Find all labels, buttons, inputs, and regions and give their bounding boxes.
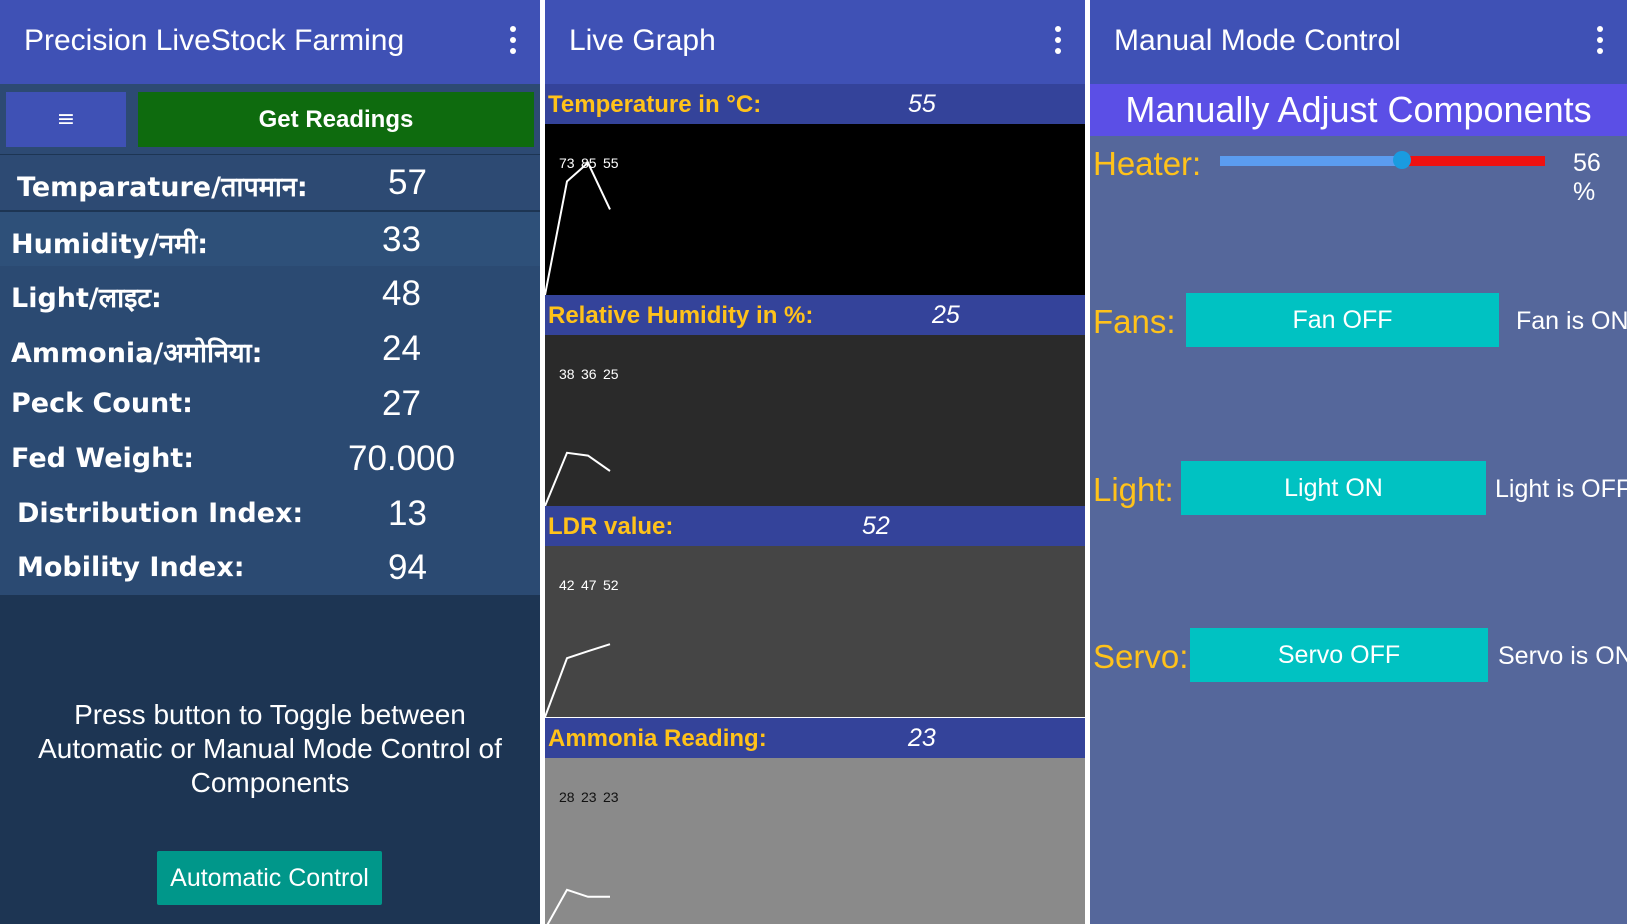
reading-value: 24 <box>382 329 421 368</box>
reading-row: Fed Weight: 70.000 <box>0 431 540 486</box>
graph-header: LDR value: 52 <box>545 506 1085 546</box>
overflow-menu-icon[interactable] <box>508 26 518 58</box>
toggle-instruction-text: Press button to Toggle between Automatic… <box>38 699 502 798</box>
graph-point-label: 38 <box>559 366 575 382</box>
menu-button[interactable]: ≡ <box>6 92 126 147</box>
graph-label: Relative Humidity in %: <box>548 302 814 329</box>
reading-row: Mobility Index: 94 <box>0 540 540 595</box>
graph-series-line <box>546 888 610 924</box>
graph-header: Temperature in °C: 55 <box>545 84 1085 124</box>
graph-point-label: 42 <box>559 577 575 593</box>
graph-series-line <box>545 451 611 506</box>
line-graph: 42 47 52 <box>545 546 1085 717</box>
graph-label: LDR value: <box>548 513 674 540</box>
live-graph-panel: Live Graph Temperature in °C: 55 73 85 55 Rel… <box>545 0 1085 924</box>
graph-current-value: 55 <box>908 90 936 118</box>
graph-point-label: 25 <box>603 366 619 382</box>
reading-label: Humidity/नमी: <box>11 229 209 260</box>
reading-label: Peck Count: <box>11 388 193 419</box>
light-status: Light is OFF <box>1495 475 1627 503</box>
graph-point-label: 55 <box>603 155 619 171</box>
get-readings-button[interactable]: Get Readings <box>138 92 534 147</box>
reading-label: Light/लाइट: <box>11 283 162 314</box>
reading-row: Temparature/तापमान: 57 <box>0 155 540 210</box>
reading-label: Mobility Index: <box>17 552 245 583</box>
reading-row: Distribution Index: 13 <box>0 486 540 541</box>
fan-toggle-button[interactable]: Fan OFF <box>1186 293 1499 347</box>
reading-value: 27 <box>382 384 421 423</box>
line-graph: 28 23 23 <box>545 758 1085 924</box>
app-title: Manual Mode Control <box>1114 24 1401 57</box>
graph-point-label: 85 <box>581 155 597 171</box>
line-graph-svg: 73 85 55 <box>545 155 619 295</box>
graph-series-line <box>545 161 611 295</box>
servo-label: Servo: <box>1093 638 1189 675</box>
reading-label: Temparature/तापमान: <box>17 172 308 203</box>
reading-value: 48 <box>382 274 421 313</box>
line-graph-svg: 42 47 52 <box>545 577 619 717</box>
reading-row: Light/लाइट: 48 <box>0 266 540 321</box>
heater-slider-track-remaining[interactable] <box>1402 156 1545 166</box>
graph-point-label: 28 <box>559 789 575 805</box>
graph-point-label: 52 <box>603 577 619 593</box>
reading-value: 70.000 <box>348 439 456 478</box>
graph-point-label: 23 <box>603 789 619 805</box>
graph-label: Ammonia Reading: <box>548 725 767 752</box>
reading-value: 57 <box>388 163 427 202</box>
fan-status: Fan is ON <box>1516 307 1627 335</box>
graph-point-label: 36 <box>581 366 597 382</box>
app-bar: Precision LiveStock Farming <box>0 0 540 84</box>
automatic-control-button[interactable]: Automatic Control <box>157 851 382 905</box>
light-label: Light: <box>1093 471 1174 508</box>
reading-row: Humidity/नमी: 33 <box>0 212 540 267</box>
graph-point-label: 23 <box>581 789 597 805</box>
graph-current-value: 25 <box>932 301 960 329</box>
heater-slider-track-filled[interactable] <box>1220 156 1402 166</box>
fans-label: Fans: <box>1093 303 1176 340</box>
app-title: Live Graph <box>569 24 716 57</box>
manual-control-panel: Manual Mode Control Manually Adjust Comp… <box>1090 0 1627 924</box>
reading-value: 94 <box>388 548 427 587</box>
manual-adjust-banner: Manually Adjust Components <box>1090 84 1627 136</box>
graph-point-label: 73 <box>559 155 575 171</box>
reading-row: Ammonia/अमोनिया: 24 <box>0 321 540 376</box>
reading-label: Fed Weight: <box>11 443 195 474</box>
app-bar: Manual Mode Control <box>1090 0 1627 84</box>
hamburger-icon: ≡ <box>56 107 76 132</box>
servo-status: Servo is ON <box>1498 642 1627 670</box>
graph-point-label: 47 <box>581 577 597 593</box>
graph-current-value: 52 <box>862 512 890 540</box>
graph-header: Relative Humidity in %: 25 <box>545 295 1085 335</box>
reading-value: 13 <box>388 494 427 533</box>
dashboard-panel: Precision LiveStock Farming ≡ Get Readin… <box>0 0 540 924</box>
line-graph-svg: 38 36 25 <box>545 366 619 506</box>
reading-value: 33 <box>382 220 421 259</box>
line-graph-svg: 28 23 23 <box>546 789 619 924</box>
app-title: Precision LiveStock Farming <box>24 24 405 57</box>
overflow-menu-icon[interactable] <box>1595 26 1605 58</box>
light-toggle-button[interactable]: Light ON <box>1181 461 1486 515</box>
heater-value: 56 % <box>1573 149 1601 206</box>
app-bar: Live Graph <box>545 0 1085 84</box>
graph-header: Ammonia Reading: 23 <box>545 718 1085 758</box>
heater-label: Heater: <box>1093 145 1202 182</box>
graph-series-line <box>545 643 611 717</box>
reading-label: Ammonia/अमोनिया: <box>11 338 263 369</box>
heater-slider-thumb[interactable] <box>1393 151 1411 169</box>
servo-toggle-button[interactable]: Servo OFF <box>1190 628 1488 682</box>
overflow-menu-icon[interactable] <box>1053 26 1063 58</box>
line-graph: 38 36 25 <box>545 335 1085 506</box>
graph-label: Temperature in °C: <box>548 91 762 118</box>
graph-current-value: 23 <box>908 724 936 752</box>
reading-row: Peck Count: 27 <box>0 376 540 431</box>
reading-label: Distribution Index: <box>17 498 304 529</box>
line-graph: 73 85 55 <box>545 124 1085 295</box>
